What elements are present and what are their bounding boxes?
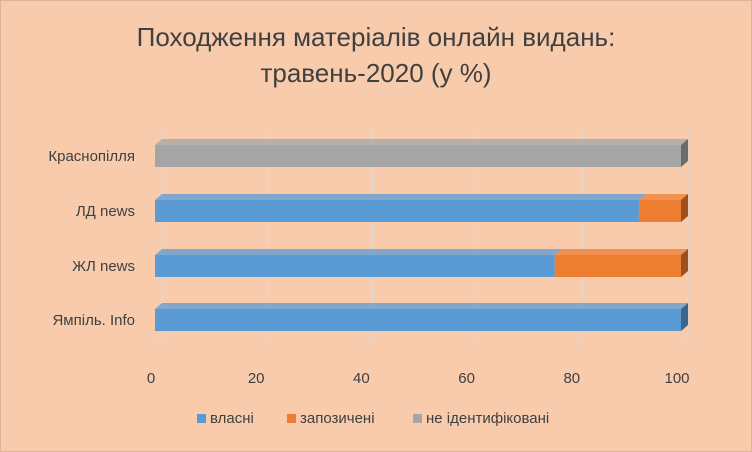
gridline-floor [470,338,478,346]
category-label: ЛД news [76,203,135,220]
bar-segment-side [681,303,688,331]
gridline-floor [680,338,689,346]
bar-segment-side-shade [681,139,688,167]
x-tick-label: 100 [664,370,689,387]
bar-segment [554,255,681,277]
bar-segment [155,309,681,331]
category-label: Ямпіль. Info [52,312,135,329]
bar-segment-top [638,194,688,200]
x-tick-label: 80 [563,370,580,387]
bar-segment-top [155,249,562,255]
bar-segment-side [681,139,688,167]
bar-segment-top [155,194,646,200]
bar-segment-side [681,194,688,222]
gridline-floor [154,338,163,346]
x-tick-label: 40 [353,370,370,387]
legend-label: власні [210,410,254,427]
x-tick-label: 60 [458,370,475,387]
bar-segment-side [681,249,688,277]
bar-segment-side-shade [681,249,688,277]
chart-title: Походження матеріалів онлайн видань: тра… [1,19,751,91]
gridline-floor [575,338,584,346]
bar-segment-top [155,139,688,145]
legend-swatch [287,414,296,423]
legend-swatch [413,414,422,423]
bar-segment-side-shade [681,303,688,331]
legend-label: не ідентифіковані [426,410,549,427]
gridline-floor [365,338,373,346]
bar-segment-top [554,249,688,255]
bar-segment-top [155,303,688,309]
bar-segment [155,255,555,277]
category-label: Краснопілля [48,148,135,165]
chart-title-line-1: Походження матеріалів онлайн видань: [136,22,616,52]
gridline-floor [259,338,268,346]
chart-title-line-2: травень-2020 (у %) [260,58,492,88]
bar-segment [155,200,639,222]
bar-segment [638,200,681,222]
category-label: ЖЛ news [72,258,135,275]
x-tick-label: 0 [147,370,155,387]
bar-segment-side-shade [681,194,688,222]
x-tick-label: 20 [248,370,265,387]
legend-swatch [197,414,206,423]
bar-segment [155,145,681,167]
legend-label: запозичені [300,410,375,427]
